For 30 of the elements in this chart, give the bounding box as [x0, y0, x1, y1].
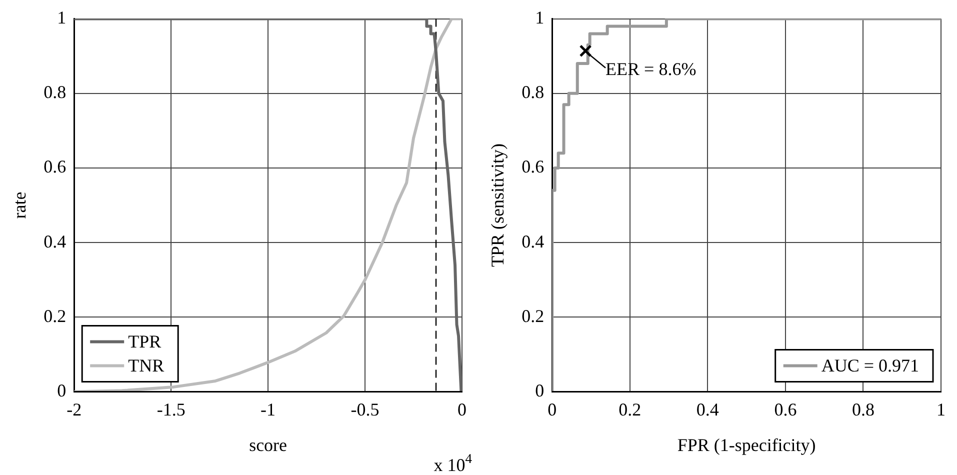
y-tick-label: 0.4: [522, 231, 544, 252]
y-tick-label: 1: [57, 8, 66, 28]
x-tick-label: 0.2: [618, 399, 642, 420]
legend-label: TNR: [128, 356, 164, 376]
x-tick-label: 0.8: [852, 399, 874, 420]
x-tick-label: 0: [458, 399, 466, 420]
y-tick-label: 0.8: [44, 82, 66, 102]
x-tick-label: 0.4: [696, 399, 719, 420]
y-tick-label: 0.4: [44, 231, 66, 252]
y-tick-label: 0.8: [522, 82, 544, 102]
x-axis-title: score: [249, 434, 288, 455]
legend-label: TPR: [128, 332, 162, 352]
x-axis-title: FPR (1-specificity): [677, 434, 816, 455]
x-tick-label: -0.5: [350, 399, 380, 420]
y-tick-label: 1: [535, 8, 544, 28]
y-axis-title: TPR (sensitivity): [488, 144, 508, 268]
y-tick-label: 0.2: [44, 306, 66, 326]
x-tick-label: -2: [66, 399, 82, 420]
y-tick-label: 0.6: [522, 156, 544, 177]
y-tick-label: 0.2: [522, 306, 544, 326]
x-tick-label: 1: [936, 399, 946, 420]
y-axis-title: rate: [10, 192, 30, 219]
y-tick-label: 0: [535, 380, 544, 401]
x-tick-label: -1.5: [156, 399, 186, 420]
y-tick-label: 0: [57, 380, 66, 401]
y-tick-label: 0.6: [44, 156, 66, 177]
x-tick-label: 0.6: [774, 399, 797, 420]
legend-label: AUC = 0.971: [821, 356, 919, 376]
x-tick-label: -1: [260, 399, 276, 420]
x-tick-label: 0: [548, 399, 557, 420]
